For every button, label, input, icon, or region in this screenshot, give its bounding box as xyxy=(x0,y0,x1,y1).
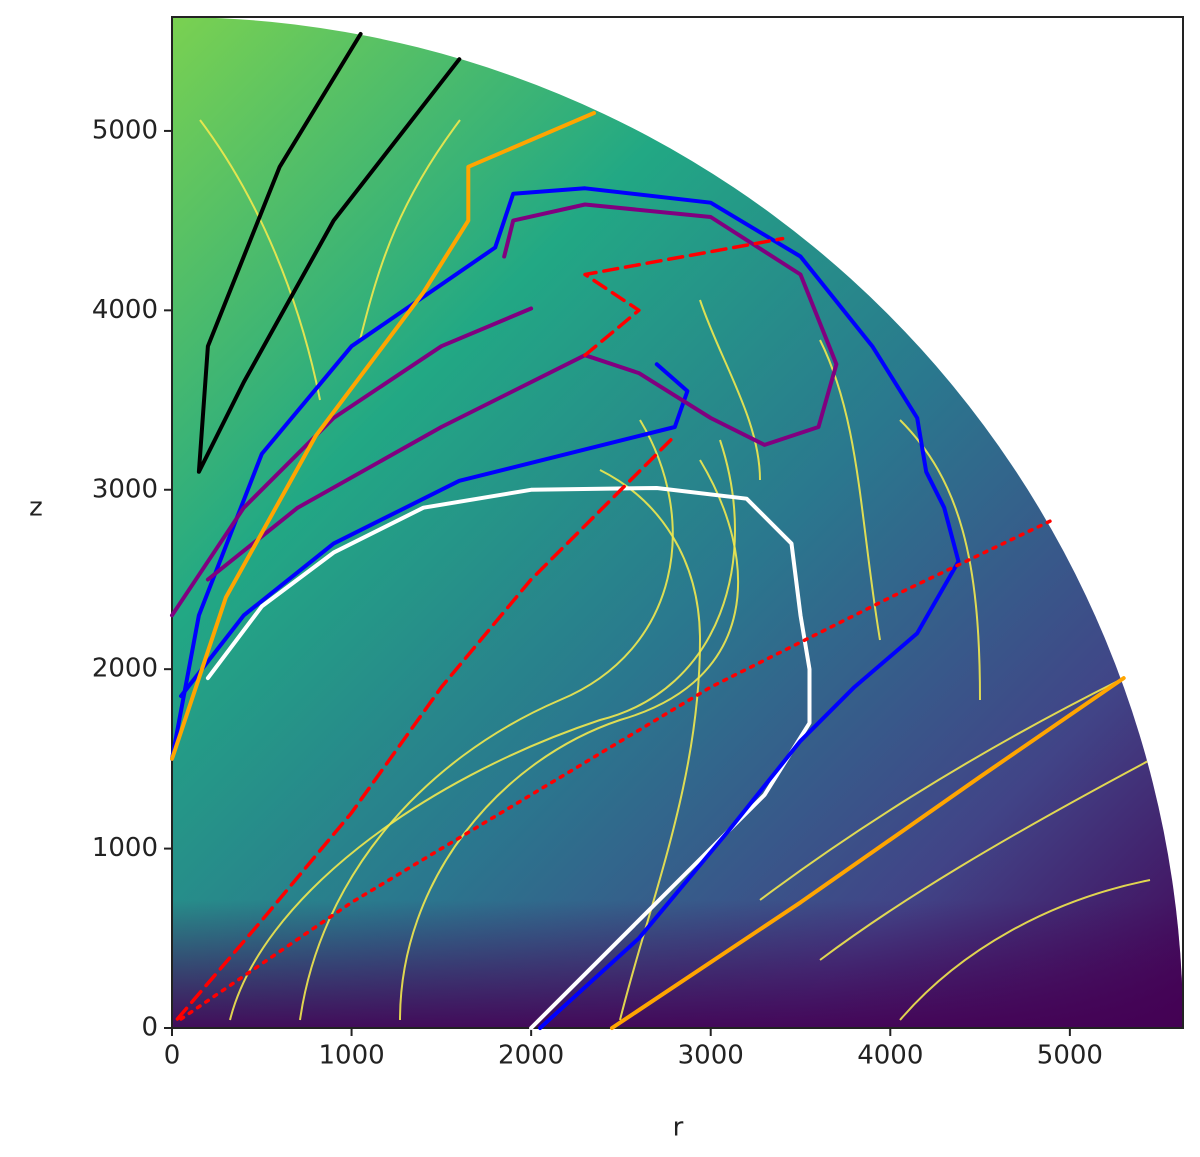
streamlines xyxy=(199,119,1151,1021)
x-tick-label: 4000 xyxy=(857,1041,923,1071)
x-tick-label: 3000 xyxy=(678,1041,744,1071)
curve xyxy=(170,186,961,1030)
curve xyxy=(196,32,462,474)
plot-frame xyxy=(171,16,1184,1029)
x-tick-label: 2000 xyxy=(498,1041,564,1071)
curve xyxy=(170,111,596,761)
y-tick-label: 1000 xyxy=(92,833,158,863)
curve xyxy=(179,518,1054,1021)
curve xyxy=(175,434,677,1021)
y-axis-label: z xyxy=(29,493,43,523)
streamline xyxy=(699,299,761,481)
field xyxy=(172,17,1183,1028)
curve xyxy=(170,306,534,618)
streamline xyxy=(399,459,740,1021)
streamline xyxy=(299,419,674,1021)
x-tick-label: 0 xyxy=(164,1041,181,1071)
y-tick-label: 2000 xyxy=(92,654,158,684)
streamline xyxy=(359,119,461,341)
x-tick-label: 5000 xyxy=(1037,1041,1103,1071)
y-tick-label: 4000 xyxy=(92,295,158,325)
y-tick-label: 0 xyxy=(141,1013,158,1043)
curve xyxy=(610,676,1126,1030)
streamline xyxy=(819,759,1151,961)
streamline xyxy=(199,119,321,401)
curve xyxy=(583,236,785,357)
y-tick-label: 3000 xyxy=(92,474,158,504)
x-axis-label: r xyxy=(673,1113,684,1143)
streamline xyxy=(229,439,736,1021)
colormap-floor xyxy=(172,900,1183,1028)
streamline xyxy=(759,679,1121,901)
x-tick-label: 1000 xyxy=(318,1041,384,1071)
y-tick-label: 5000 xyxy=(92,115,158,145)
curve xyxy=(179,362,690,699)
streamline xyxy=(599,469,702,1021)
curve xyxy=(205,202,839,582)
streamline xyxy=(899,879,1151,1021)
